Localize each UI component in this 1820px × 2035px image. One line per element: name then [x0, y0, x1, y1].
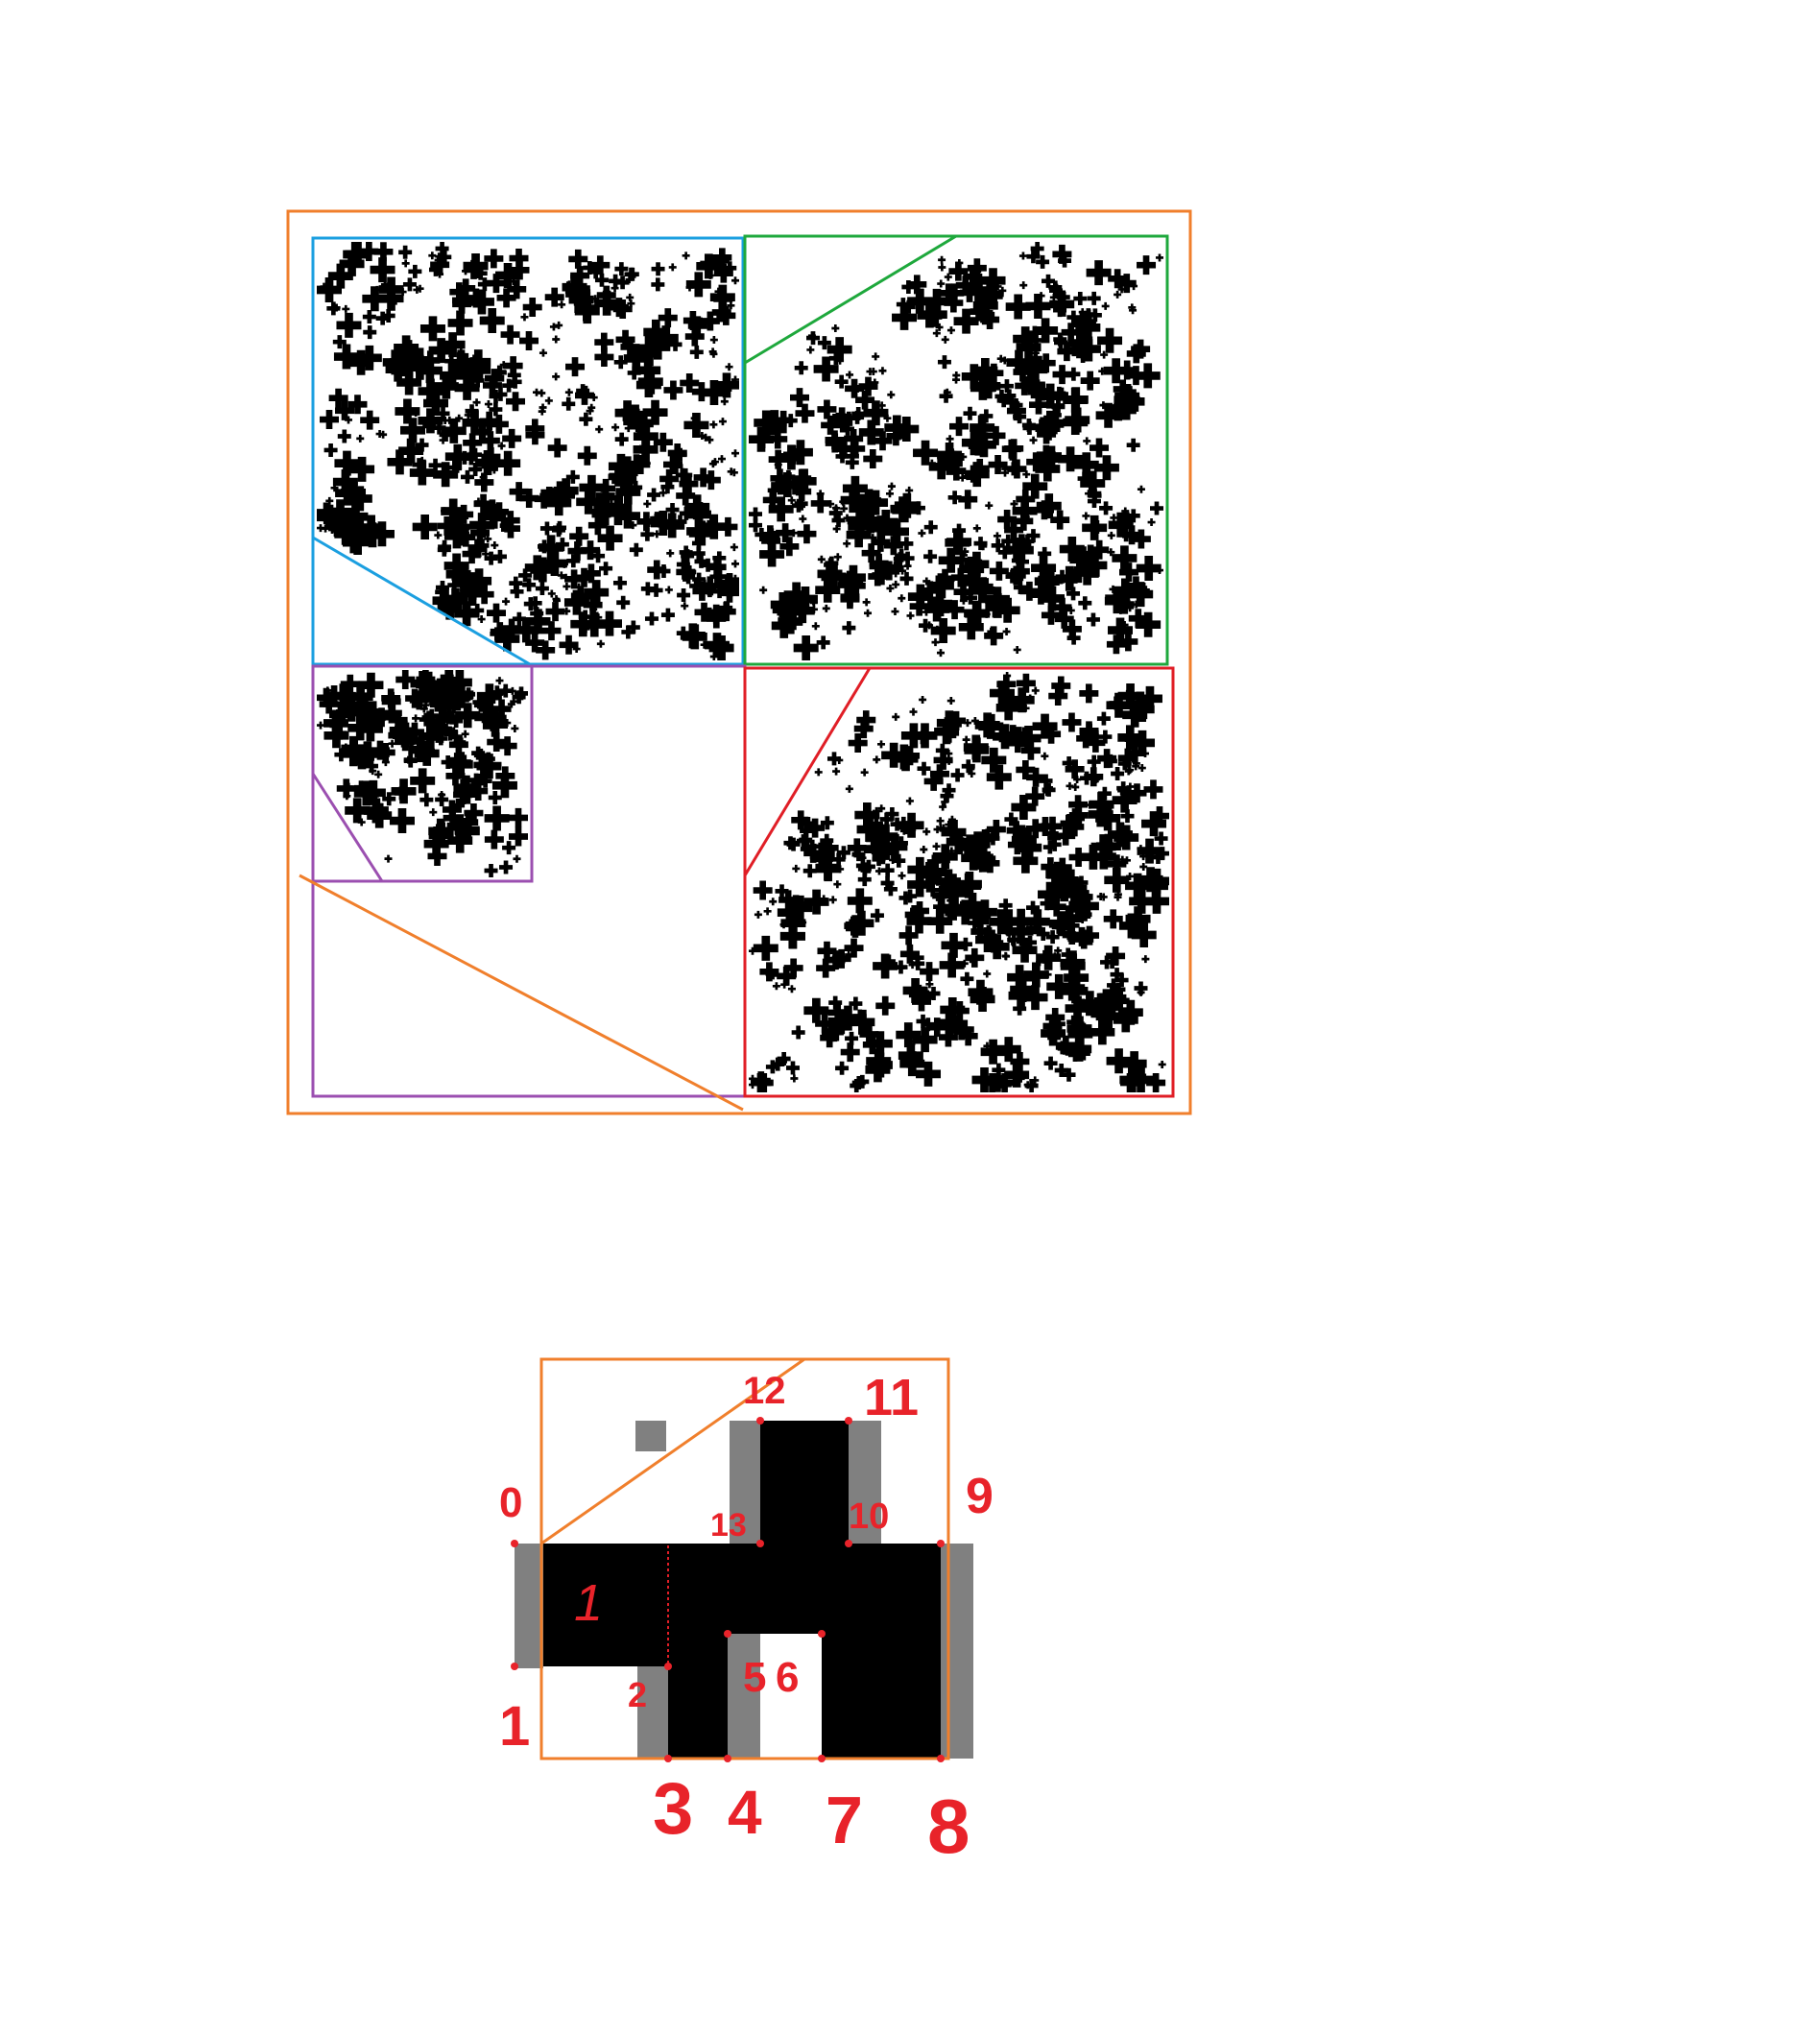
diagonal-orange	[299, 874, 744, 1112]
vertex-dot-4	[724, 1755, 731, 1762]
outer-square-orange	[286, 209, 1192, 1115]
tile-bounding-box-orange	[539, 1357, 950, 1760]
diagonal-purple	[311, 773, 384, 882]
vertex-dot-8	[937, 1755, 945, 1762]
shadow-bottom-left	[637, 1666, 668, 1759]
shadow-top-left	[730, 1421, 760, 1544]
vertex-dot-9	[937, 1540, 945, 1547]
fractal-pattern-purple	[317, 670, 529, 878]
tile-shape	[543, 1421, 941, 1759]
vertex-dot-0	[511, 1540, 518, 1547]
vertex-dot-13	[756, 1540, 764, 1547]
point-label-8: 8	[927, 1784, 970, 1869]
vertex-dot-5	[724, 1630, 731, 1638]
point-label-9: 9	[966, 1469, 994, 1524]
shadow-right	[941, 1544, 973, 1759]
diagonal-red	[743, 667, 872, 876]
shadow-left	[515, 1544, 543, 1668]
region-label-1: 1	[574, 1574, 603, 1632]
point-label-13: 13	[710, 1507, 747, 1544]
vertex-dot-3	[664, 1755, 672, 1762]
sub-square-red	[743, 666, 1175, 1098]
shadow-top-right	[849, 1421, 881, 1544]
fractal-pattern-blue	[317, 242, 740, 661]
vertex-dot-7	[818, 1755, 826, 1762]
tile-figure: 1 0 1 2 3 4 5 6 7 8 9 10 11 12 13	[499, 1357, 994, 1869]
shadow-square	[635, 1421, 666, 1451]
tile-diagonal-orange	[540, 1357, 805, 1545]
vertex-dots	[511, 1417, 945, 1762]
point-label-12: 12	[743, 1370, 786, 1412]
point-label-5: 5	[743, 1654, 766, 1701]
point-label-11: 11	[864, 1369, 919, 1426]
fractal-pattern-green	[749, 242, 1163, 661]
diagonal-blue	[312, 536, 531, 666]
fractal-figure	[286, 209, 1192, 1115]
vertex-dot-1	[511, 1663, 518, 1670]
vertex-dot-2	[664, 1663, 672, 1670]
point-label-4: 4	[728, 1778, 762, 1847]
diagonal-green	[744, 234, 957, 365]
point-label-2: 2	[628, 1675, 647, 1714]
point-label-7: 7	[826, 1783, 863, 1857]
point-label-10: 10	[849, 1496, 889, 1537]
vertex-dot-12	[756, 1417, 764, 1424]
point-label-0: 0	[499, 1479, 522, 1526]
shadow-bottom-mid	[728, 1634, 760, 1759]
point-label-1: 1	[499, 1695, 530, 1758]
point-label-6: 6	[776, 1654, 799, 1701]
fractal-pattern-red	[749, 672, 1169, 1092]
vertex-dot-6	[818, 1630, 826, 1638]
vertex-dot-11	[845, 1417, 852, 1424]
point-label-3: 3	[653, 1768, 693, 1850]
vertex-dot-10	[845, 1540, 852, 1547]
